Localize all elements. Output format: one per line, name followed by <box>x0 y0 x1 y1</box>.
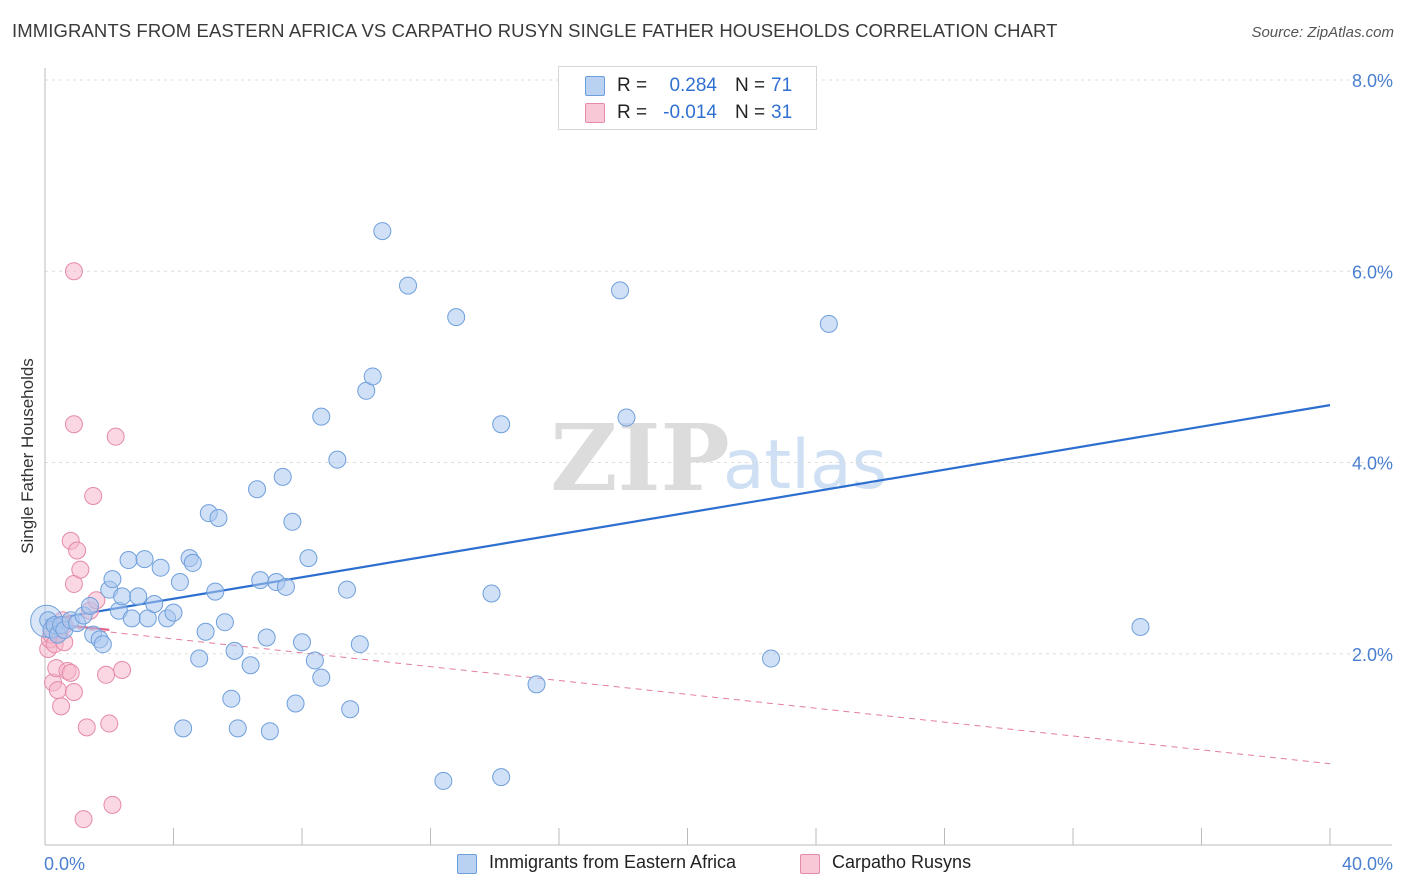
legend-swatch-pink <box>800 854 820 874</box>
legend-r-value: -0.014 <box>663 102 717 123</box>
legend-r-label: R = <box>617 102 648 123</box>
chart-source: Source: ZipAtlas.com <box>1251 24 1394 41</box>
bottom-legend-label: Carpatho Rusyns <box>832 852 972 872</box>
data-point-carpatho-rusyns <box>77 718 96 737</box>
data-point-carpatho-rusyns <box>100 714 119 733</box>
data-point-eastern-africa <box>447 308 466 327</box>
data-point-eastern-africa <box>257 628 276 647</box>
data-point-eastern-africa <box>164 603 183 622</box>
data-point-eastern-africa <box>222 689 241 708</box>
data-point-eastern-africa <box>399 276 418 295</box>
data-point-eastern-africa <box>273 467 292 486</box>
data-point-eastern-africa <box>350 635 369 654</box>
legend-swatch-pink <box>585 103 605 123</box>
data-point-carpatho-rusyns <box>71 560 90 579</box>
y-tick-label: 8.0% <box>1352 71 1393 91</box>
data-point-eastern-africa <box>80 596 99 615</box>
data-point-eastern-africa <box>527 675 546 694</box>
data-point-eastern-africa <box>819 314 838 333</box>
data-point-eastern-africa <box>228 719 247 738</box>
data-point-eastern-africa <box>113 587 132 606</box>
legend-swatch-blue <box>585 76 605 96</box>
data-point-eastern-africa <box>312 668 331 687</box>
data-point-eastern-africa <box>206 582 225 601</box>
data-point-eastern-africa <box>482 584 501 603</box>
data-point-carpatho-rusyns <box>64 262 83 281</box>
data-point-eastern-africa <box>611 281 630 300</box>
data-point-eastern-africa <box>305 651 324 670</box>
legend-r-label: R = <box>617 75 648 96</box>
data-point-eastern-africa <box>129 587 148 606</box>
data-point-carpatho-rusyns <box>103 795 122 814</box>
data-point-eastern-africa <box>93 635 112 654</box>
data-point-eastern-africa <box>190 649 209 668</box>
data-point-carpatho-rusyns <box>74 810 93 829</box>
data-point-eastern-africa <box>241 656 260 675</box>
data-point-eastern-africa <box>135 550 154 569</box>
data-point-eastern-africa <box>373 222 392 241</box>
data-point-eastern-africa <box>225 641 244 660</box>
legend-n-value: 71 <box>771 75 793 96</box>
chart-title: IMMIGRANTS FROM EASTERN AFRICA VS CARPAT… <box>12 20 1058 41</box>
x-tick-label: 0.0% <box>44 854 85 874</box>
data-point-eastern-africa <box>617 408 636 427</box>
data-point-eastern-africa <box>299 549 318 568</box>
data-point-eastern-africa <box>341 700 360 719</box>
legend-box: R = 0.284 N = 71 R = -0.014 N = 31 <box>558 66 817 130</box>
legend-r-value: 0.284 <box>669 75 717 96</box>
data-point-eastern-africa <box>492 415 511 434</box>
data-point-eastern-africa <box>183 553 202 572</box>
data-point-carpatho-rusyns <box>48 681 67 700</box>
legend-n-value: 31 <box>771 102 793 123</box>
data-point-eastern-africa <box>260 722 279 741</box>
data-point-eastern-africa <box>103 570 122 589</box>
x-tick-label: 40.0% <box>1342 854 1393 874</box>
data-point-eastern-africa <box>434 771 453 790</box>
data-point-eastern-africa <box>151 558 170 577</box>
y-tick-label: 2.0% <box>1352 645 1393 665</box>
data-point-eastern-africa <box>1131 617 1150 636</box>
data-point-eastern-africa <box>196 622 215 641</box>
data-point-eastern-africa <box>170 573 189 592</box>
bottom-legend-label: Immigrants from Eastern Africa <box>489 852 737 872</box>
data-point-carpatho-rusyns <box>68 541 87 560</box>
data-point-eastern-africa <box>328 450 347 469</box>
data-point-eastern-africa <box>209 508 228 527</box>
data-point-eastern-africa <box>174 719 193 738</box>
data-point-eastern-africa <box>119 551 138 570</box>
data-point-carpatho-rusyns <box>84 486 103 505</box>
data-point-eastern-africa <box>337 580 356 599</box>
bottom-legend: Immigrants from Eastern Africa Carpatho … <box>0 852 1406 878</box>
data-point-eastern-africa <box>363 367 382 386</box>
data-point-eastern-africa <box>248 480 267 499</box>
data-point-eastern-africa <box>283 512 302 531</box>
data-point-carpatho-rusyns <box>64 415 83 434</box>
y-tick-label: 6.0% <box>1352 262 1393 282</box>
data-point-carpatho-rusyns <box>113 661 132 680</box>
data-point-eastern-africa <box>122 609 141 628</box>
data-point-carpatho-rusyns <box>106 427 125 446</box>
data-point-carpatho-rusyns <box>97 665 116 684</box>
y-tick-label: 4.0% <box>1352 454 1393 474</box>
data-point-eastern-africa <box>762 649 781 668</box>
legend-n-label: N = <box>735 102 766 123</box>
watermark-zip: ZIP <box>550 404 729 512</box>
data-point-carpatho-rusyns <box>61 663 80 682</box>
data-point-carpatho-rusyns <box>52 697 71 716</box>
watermark: ZIP atlas <box>550 404 887 512</box>
data-point-carpatho-rusyns <box>64 683 83 701</box>
data-point-eastern-africa <box>276 577 295 596</box>
data-point-eastern-africa <box>286 694 305 713</box>
legend-swatch-blue <box>457 854 477 874</box>
data-point-eastern-africa <box>251 571 270 590</box>
data-point-eastern-africa <box>293 633 311 652</box>
data-point-eastern-africa <box>215 613 234 632</box>
data-point-eastern-africa <box>145 595 164 614</box>
data-point-eastern-africa <box>492 768 511 787</box>
data-point-eastern-africa <box>312 407 331 426</box>
watermark-atlas: atlas <box>723 426 887 505</box>
legend-n-label: N = <box>735 75 766 96</box>
